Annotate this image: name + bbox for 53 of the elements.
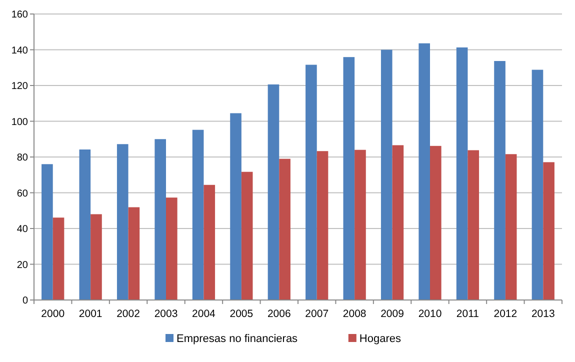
bar xyxy=(230,113,242,300)
bar xyxy=(494,61,506,300)
bar xyxy=(241,172,253,300)
bar xyxy=(306,64,317,300)
x-tick-label: 2011 xyxy=(456,308,480,320)
x-tick-label: 2010 xyxy=(418,308,442,320)
x-tick-label: 2003 xyxy=(154,308,178,320)
x-tick-label: 2007 xyxy=(305,308,329,320)
y-tick-label: 60 xyxy=(16,188,28,200)
bar xyxy=(166,198,178,300)
bar xyxy=(505,154,517,300)
bar xyxy=(52,218,64,300)
legend-label: Empresas no financieras xyxy=(176,333,298,345)
bar xyxy=(468,150,480,300)
bar xyxy=(343,57,355,300)
bar xyxy=(116,144,128,300)
y-tick-label: 160 xyxy=(11,10,28,20)
bar xyxy=(79,149,91,300)
bar xyxy=(154,139,166,300)
bar xyxy=(128,207,140,300)
bar xyxy=(430,146,442,300)
x-tick-label: 2008 xyxy=(342,308,366,320)
bar xyxy=(532,70,544,300)
bar xyxy=(204,184,216,300)
bar xyxy=(543,162,554,300)
y-tick-label: 100 xyxy=(11,116,28,128)
bar xyxy=(42,164,53,300)
bar xyxy=(90,214,102,300)
bar xyxy=(354,150,366,300)
x-tick-label: 2002 xyxy=(116,308,140,320)
bar xyxy=(392,145,404,300)
x-tick-label: 2012 xyxy=(494,308,518,320)
bar xyxy=(418,43,430,300)
x-tick-label: 2009 xyxy=(380,308,404,320)
legend-label: Hogares xyxy=(359,333,402,345)
x-tick-label: 2013 xyxy=(531,308,555,320)
y-tick-label: 0 xyxy=(22,296,28,306)
bar xyxy=(192,130,204,300)
bar xyxy=(268,84,280,300)
bar xyxy=(380,50,392,300)
x-tick-label: 2001 xyxy=(78,308,102,320)
y-tick-label: 40 xyxy=(16,224,28,235)
y-tick-label: 20 xyxy=(16,260,28,271)
y-tick-label: 80 xyxy=(16,152,28,164)
bar xyxy=(456,47,468,300)
x-tick-label: 2000 xyxy=(41,308,65,320)
y-tick-label: 120 xyxy=(11,81,28,92)
x-tick-label: 2004 xyxy=(192,308,216,320)
bar xyxy=(316,151,328,300)
y-tick-label: 140 xyxy=(11,45,28,56)
x-tick-label: 2006 xyxy=(267,308,291,320)
x-tick-label: 2005 xyxy=(230,308,254,320)
bar xyxy=(279,158,290,300)
